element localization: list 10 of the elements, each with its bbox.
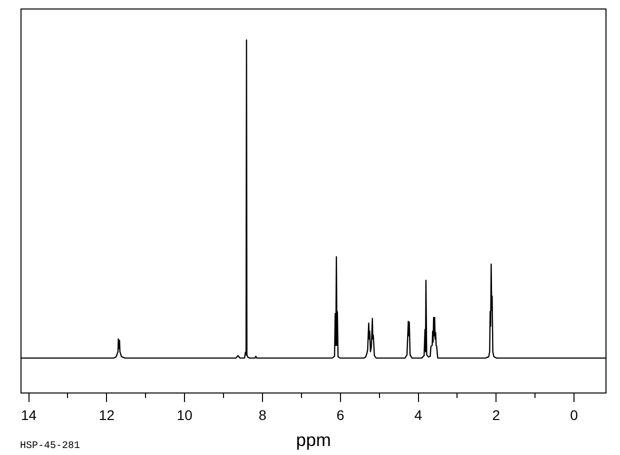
x-tick-label: 10 <box>176 406 193 423</box>
x-tick-label: 0 <box>570 406 578 423</box>
x-tick-label: 8 <box>258 406 267 423</box>
x-tick-label: 4 <box>414 406 422 423</box>
x-axis-title: ppm <box>296 430 332 450</box>
x-tick-label: 12 <box>98 406 115 423</box>
text: HSP-45-281 <box>20 441 80 452</box>
x-tick-label: 6 <box>336 406 344 423</box>
x-tick-label: 2 <box>492 406 500 423</box>
x-tick-label: 14 <box>21 406 37 423</box>
